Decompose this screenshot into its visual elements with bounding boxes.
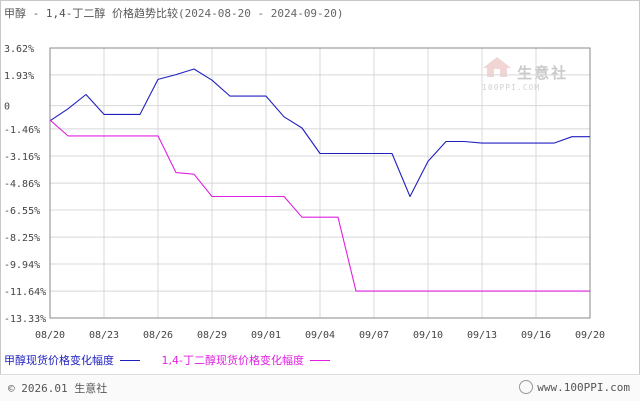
watermark-text: 生意社 bbox=[517, 64, 569, 82]
legend-label-series1: 甲醇现货价格变化幅度 bbox=[4, 354, 114, 367]
footer-site-link[interactable]: www.100PPI.com bbox=[537, 380, 630, 394]
legend-label-series2: 1,4-丁二醇现货价格变化幅度 bbox=[161, 354, 304, 367]
series-line-2 bbox=[49, 119, 590, 292]
x-tick-label: 08/20 bbox=[35, 330, 65, 341]
y-tick-label: -9.94% bbox=[4, 260, 40, 271]
plot-area-border bbox=[49, 47, 591, 319]
footer-site[interactable]: www.100PPI.com bbox=[519, 380, 630, 394]
legend-item-series1: 甲醇现货价格变化幅度 bbox=[4, 352, 140, 368]
chart-legend: 甲醇现货价格变化幅度 1,4-丁二醇现货价格变化幅度 bbox=[4, 352, 348, 368]
y-tick-label: -8.25% bbox=[4, 233, 40, 244]
x-tick-label: 09/20 bbox=[575, 330, 605, 341]
y-tick-label: -1.46% bbox=[4, 125, 40, 136]
y-tick-label: -4.86% bbox=[4, 179, 40, 190]
chart-title: 甲醇 - 1,4-丁二醇 价格趋势比较(2024-08-20 - 2024-09… bbox=[4, 5, 344, 21]
y-tick-label: -13.33% bbox=[4, 314, 46, 325]
y-tick-label: 1.93% bbox=[4, 71, 34, 82]
x-tick-label: 08/26 bbox=[143, 330, 173, 341]
legend-swatch-series2 bbox=[309, 359, 330, 361]
x-tick-label: 09/01 bbox=[251, 330, 281, 341]
house-icon bbox=[483, 57, 511, 77]
footer-copyright: © 2026.01 生意社 bbox=[8, 382, 108, 395]
legend-swatch-series1 bbox=[120, 359, 140, 361]
x-tick-label: 09/07 bbox=[359, 330, 389, 341]
y-tick-label: -6.55% bbox=[4, 206, 40, 217]
x-tick-label: 09/10 bbox=[413, 330, 443, 341]
y-tick-label: -11.64% bbox=[4, 287, 46, 298]
chart-title-main: 甲醇 - 1,4-丁二醇 价格趋势比较 bbox=[4, 7, 178, 20]
x-tick-label: 08/29 bbox=[197, 330, 227, 341]
globe-icon bbox=[519, 380, 534, 394]
watermark-logo: 生意社 100PPI.COM bbox=[482, 56, 568, 92]
footer-bar: © 2026.01 生意社 www.100PPI.com bbox=[0, 374, 640, 401]
watermark-sub: 100PPI.COM bbox=[482, 83, 541, 92]
x-tick-label: 08/23 bbox=[89, 330, 119, 341]
y-tick-label: 0 bbox=[4, 102, 10, 113]
legend-item-series2: 1,4-丁二醇现货价格变化幅度 bbox=[162, 352, 330, 368]
series-line-1 bbox=[49, 68, 590, 198]
x-tick-label: 09/13 bbox=[467, 330, 497, 341]
chart-title-range: (2024-08-20 - 2024-09-20) bbox=[177, 7, 344, 20]
y-tick-label: -3.16% bbox=[4, 152, 40, 163]
y-tick-label: 3.62% bbox=[4, 44, 34, 55]
x-tick-label: 09/04 bbox=[305, 330, 335, 341]
x-tick-label: 09/16 bbox=[521, 330, 551, 341]
